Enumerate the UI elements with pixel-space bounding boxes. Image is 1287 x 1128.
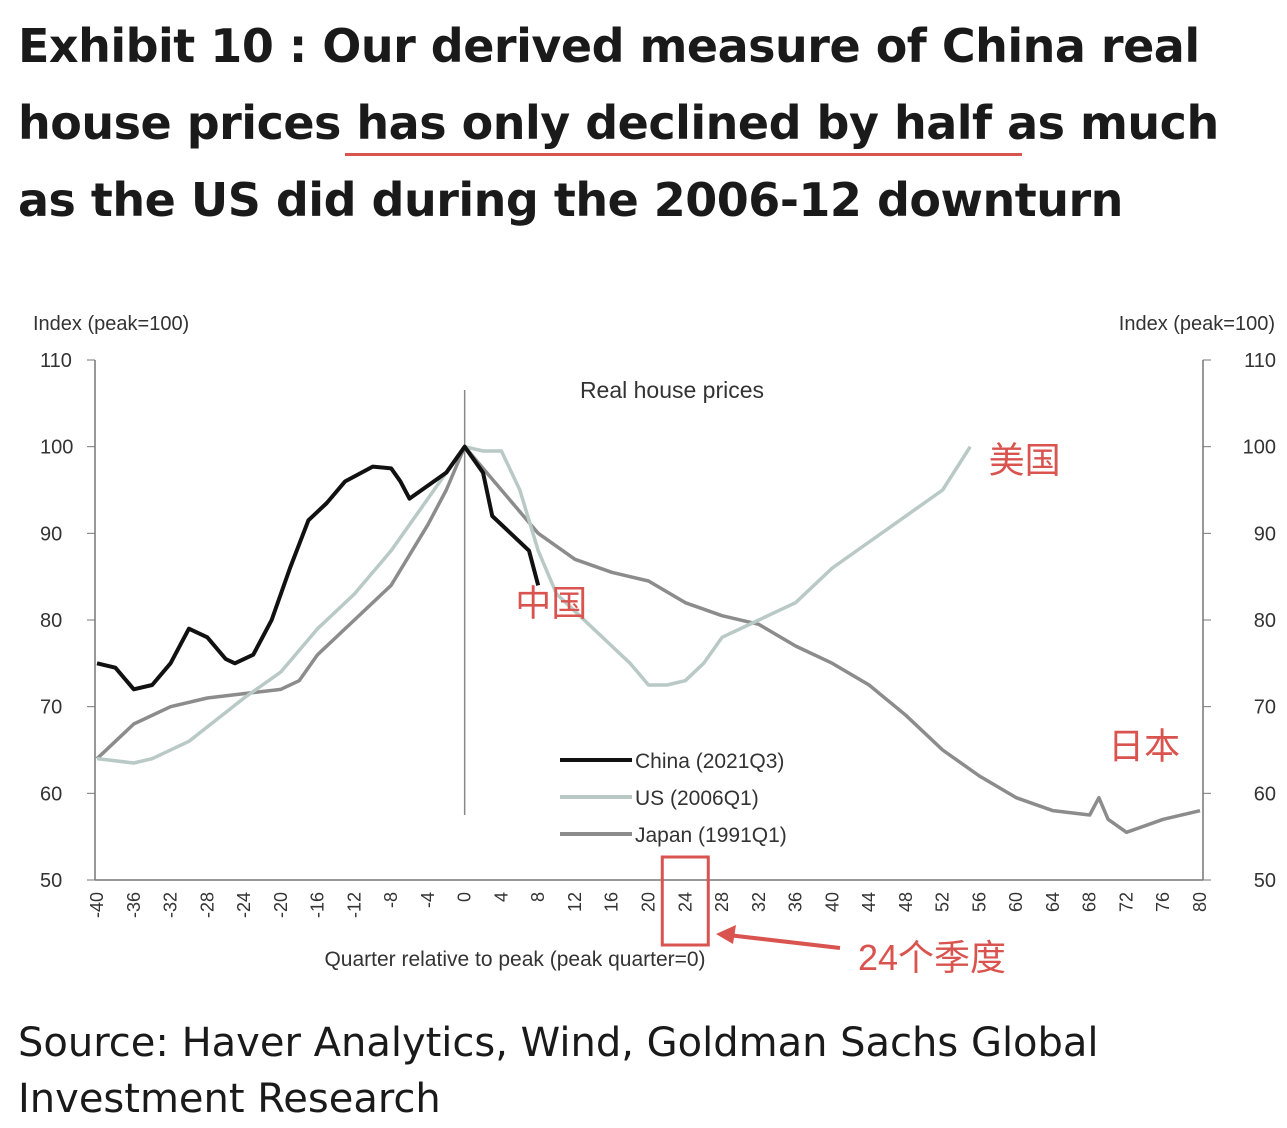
x-tick-label: -36 (124, 892, 144, 918)
y-tick-label-right: 50 (1254, 870, 1276, 892)
x-tick-label: -20 (271, 892, 291, 918)
y-tick-label-right: 110 (1244, 350, 1276, 372)
y-tick-label-left: 110 (40, 350, 72, 372)
x-tick-label: 20 (639, 892, 659, 912)
x-tick-label: -8 (381, 892, 401, 908)
x-tick-label: 56 (969, 892, 989, 912)
annotation-label: 中国 (515, 583, 587, 624)
x-tick-label: -28 (197, 892, 217, 918)
annotation-label: 日本 (1108, 726, 1180, 767)
x-tick-label: 80 (1190, 892, 1210, 912)
x-tick-label: 32 (749, 892, 769, 912)
y-tick-label-right: 60 (1254, 783, 1276, 805)
y-tick-label-left: 50 (40, 870, 62, 892)
series-line-japan (95, 444, 1201, 835)
y-tick-label-left: 60 (40, 783, 62, 805)
x-tick-label: 36 (786, 892, 806, 912)
x-tick-label: -32 (161, 892, 181, 918)
x-tick-label: 72 (1116, 892, 1136, 912)
y-tick-label-left: 100 (40, 437, 73, 459)
y-tick-label-left: 70 (40, 697, 62, 719)
chart-title: Real house prices (580, 377, 764, 403)
title-underline (345, 153, 1022, 156)
x-tick-label: 60 (1006, 892, 1026, 912)
left-axis-label: Index (peak=100) (33, 313, 189, 335)
x-tick-label: 28 (712, 892, 732, 912)
arrow-head-icon (716, 925, 736, 944)
y-tick-label-right: 70 (1254, 697, 1276, 719)
source-note: Source: Haver Analytics, Wind, Goldman S… (18, 1020, 1099, 1122)
legend-label: US (2006Q1) (635, 787, 759, 810)
x-axis-label: Quarter relative to peak (peak quarter=0… (324, 948, 705, 971)
annotation-label: 美国 (989, 440, 1061, 481)
x-tick-label: 40 (822, 892, 842, 912)
x-tick-label: 24 (675, 892, 695, 912)
x-tick-label: -12 (344, 892, 364, 918)
y-tick-label-right: 80 (1254, 610, 1276, 632)
highlight-box (660, 855, 710, 947)
x-tick-label: 0 (455, 892, 475, 902)
series-line-us (96, 444, 972, 765)
y-tick-label-right: 100 (1243, 437, 1276, 459)
x-tick-label: 44 (859, 892, 879, 912)
x-tick-label: 64 (1043, 892, 1063, 912)
x-tick-label: -24 (234, 892, 254, 918)
x-tick-label: 12 (565, 892, 585, 912)
exhibit-title: Exhibit 10 : Our derived measure of Chin… (18, 19, 1219, 227)
annotation-label: 24个季度 (858, 937, 1006, 978)
legend-label: China (2021Q3) (635, 750, 784, 773)
x-tick-label: 52 (933, 892, 953, 912)
right-axis-label: Index (peak=100) (1119, 313, 1275, 335)
x-tick-label: 8 (528, 892, 548, 902)
series-line-china (96, 444, 541, 692)
x-tick-label: 76 (1153, 892, 1173, 912)
x-tick-label: 4 (491, 892, 511, 902)
x-tick-label: -16 (308, 892, 328, 918)
x-tick-label: -4 (418, 892, 438, 908)
x-tick-label: 68 (1080, 892, 1100, 912)
y-tick-label-left: 80 (40, 610, 62, 632)
annotation-arrow (727, 933, 841, 950)
x-tick-label: -40 (87, 892, 107, 918)
y-tick-label-left: 90 (40, 523, 62, 545)
y-tick-label-right: 90 (1254, 523, 1276, 545)
legend-label: Japan (1991Q1) (635, 824, 787, 847)
x-tick-label: 48 (896, 892, 916, 912)
x-tick-label: 16 (602, 892, 622, 912)
